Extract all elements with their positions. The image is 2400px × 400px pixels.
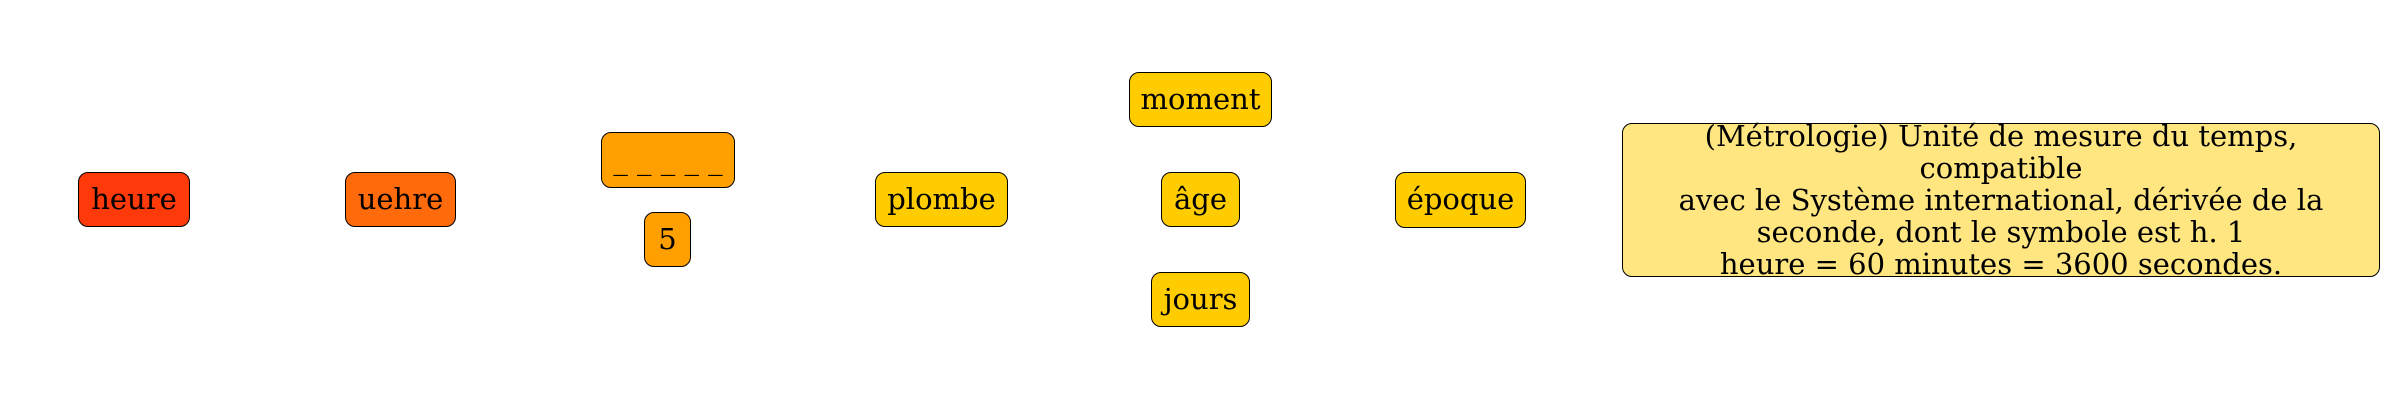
node-label: moment — [1140, 81, 1261, 116]
node-jours: jours — [1151, 272, 1250, 327]
node-plombe: plombe — [875, 172, 1008, 227]
node-label: uehre — [357, 181, 444, 216]
node-age: âge — [1161, 172, 1240, 227]
node-label: plombe — [887, 181, 996, 216]
node-label: 5 — [658, 221, 677, 256]
definition-line: seconde, dont le symbole est h. 1 — [1756, 215, 2246, 249]
definition-line: heure = 60 minutes = 3600 secondes. — [1719, 247, 2283, 281]
definition-line: avec le Système international, dérivée d… — [1678, 183, 2324, 217]
node-uehre: uehre — [345, 172, 456, 227]
node-moment: moment — [1129, 72, 1272, 127]
node-label: âge — [1173, 181, 1227, 216]
node-label: jours — [1163, 281, 1238, 316]
node-label: époque — [1406, 182, 1515, 217]
node-heure: heure — [78, 172, 190, 227]
definition-line: (Métrologie) Unité de mesure du temps, c… — [1704, 119, 2298, 185]
node-label: _ _ _ _ _ — [613, 142, 723, 177]
node-five: 5 — [644, 212, 691, 267]
definition-box: (Métrologie) Unité de mesure du temps, c… — [1622, 119, 2380, 281]
node-label: heure — [91, 181, 177, 216]
node-blanks: _ _ _ _ _ — [601, 132, 735, 188]
node-epoque: époque — [1395, 172, 1526, 228]
